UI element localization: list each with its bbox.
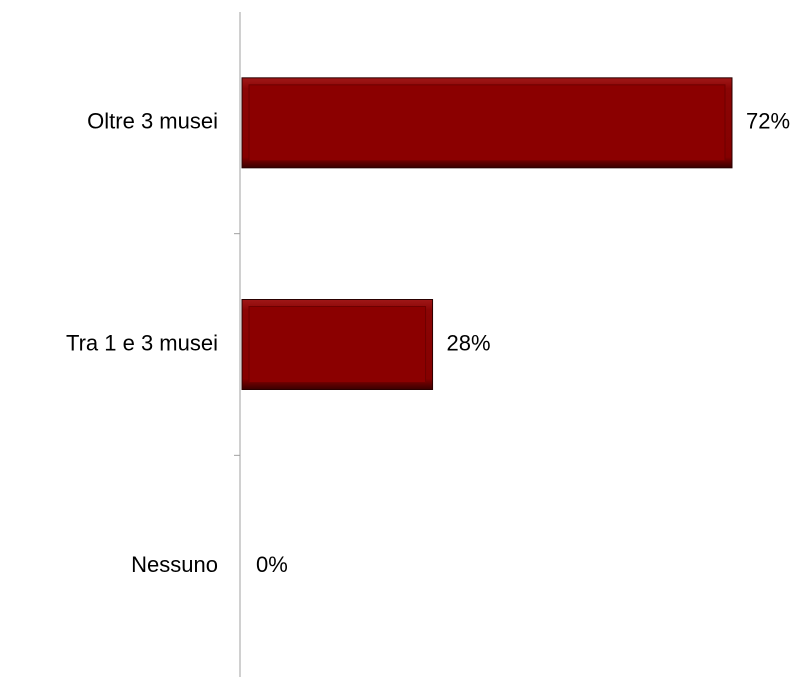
- category-label: Tra 1 e 3 musei: [66, 330, 218, 355]
- value-label: 28%: [447, 330, 491, 355]
- bar: [241, 299, 434, 390]
- category-label: Oltre 3 musei: [87, 109, 218, 134]
- value-label: 0%: [256, 552, 288, 577]
- category-label: Nessuno: [131, 552, 218, 577]
- bar: [241, 77, 733, 169]
- value-label: 72%: [746, 109, 790, 134]
